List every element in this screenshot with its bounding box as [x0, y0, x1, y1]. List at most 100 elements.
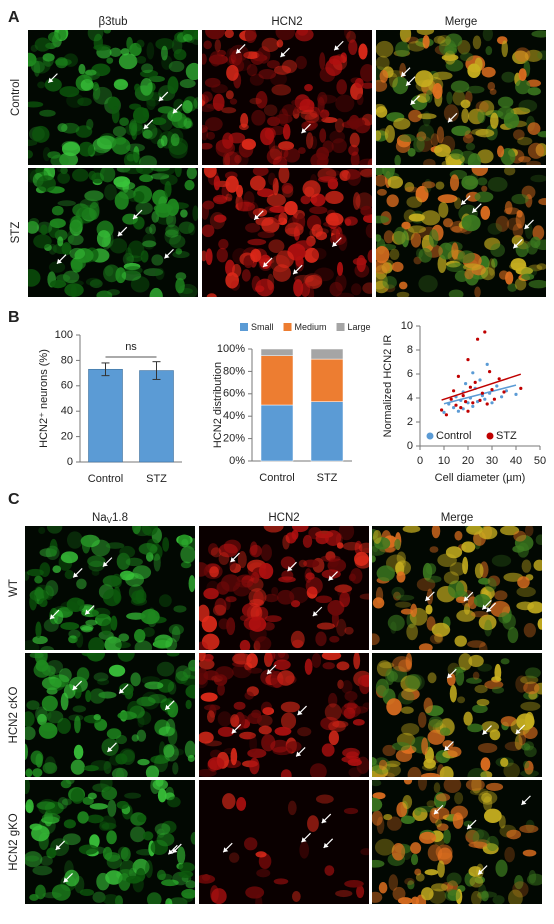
- cell: [344, 690, 358, 702]
- cell: [241, 575, 254, 588]
- column-header: β3tub: [99, 16, 128, 28]
- cell: [521, 743, 531, 751]
- cell: [360, 205, 372, 216]
- cell: [476, 177, 488, 186]
- cell: [280, 701, 300, 713]
- cell: [32, 768, 43, 777]
- cell: [372, 810, 383, 826]
- arrow-head: [158, 96, 164, 102]
- cell: [115, 267, 127, 284]
- cell: [305, 132, 314, 149]
- cell: [137, 716, 145, 728]
- cell: [134, 83, 141, 92]
- cell: [418, 248, 433, 263]
- cell: [405, 673, 422, 690]
- cell: [395, 601, 412, 608]
- cell: [421, 764, 437, 771]
- point: [483, 330, 487, 334]
- cell: [161, 820, 177, 834]
- cell: [465, 142, 476, 151]
- cell: [372, 859, 385, 868]
- cell: [337, 679, 344, 690]
- cell: [376, 816, 385, 835]
- cell: [418, 643, 433, 650]
- cell: [63, 819, 76, 829]
- cell: [167, 700, 179, 718]
- cell: [321, 743, 335, 757]
- cell: [152, 189, 168, 206]
- point: [442, 410, 446, 414]
- cell: [99, 815, 116, 831]
- cell: [475, 128, 495, 138]
- cell: [146, 892, 162, 904]
- cell: [57, 796, 69, 810]
- cell: [156, 869, 166, 881]
- cell: [295, 55, 307, 70]
- cell: [537, 618, 542, 630]
- cell: [112, 126, 127, 137]
- cell: [286, 741, 302, 752]
- point: [476, 400, 480, 404]
- cell: [319, 52, 326, 70]
- cell: [510, 107, 531, 115]
- cell: [277, 670, 295, 686]
- cell: [344, 218, 352, 227]
- cell: [298, 559, 308, 568]
- cell: [87, 149, 105, 156]
- cell: [341, 680, 353, 694]
- cell: [221, 107, 237, 114]
- cell: [480, 770, 493, 777]
- cell: [474, 876, 486, 884]
- cell: [376, 79, 388, 92]
- cell: [181, 538, 189, 548]
- cell: [365, 223, 372, 239]
- cell: [45, 678, 65, 692]
- cell: [39, 109, 56, 117]
- trend-line: [443, 384, 517, 405]
- cell: [178, 534, 191, 548]
- cell: [87, 30, 104, 42]
- cell: [397, 897, 413, 904]
- cell: [511, 235, 524, 246]
- cell: [455, 888, 463, 904]
- arrow-head: [107, 746, 113, 752]
- cell: [304, 247, 320, 263]
- cell: [361, 674, 369, 688]
- cell: [449, 174, 460, 191]
- cell: [264, 737, 271, 746]
- cell: [520, 769, 539, 777]
- cell: [109, 754, 122, 766]
- cell: [68, 714, 84, 721]
- cell: [115, 753, 128, 765]
- cell: [320, 716, 340, 731]
- cell: [495, 859, 508, 877]
- cell: [515, 675, 528, 693]
- cell: [255, 217, 274, 226]
- cell: [324, 530, 342, 546]
- cell: [398, 659, 412, 673]
- y-tick-label: 0: [407, 440, 413, 452]
- cell: [218, 543, 238, 558]
- cell: [362, 282, 372, 294]
- cell: [247, 667, 263, 674]
- cell: [60, 622, 80, 631]
- cell: [391, 586, 405, 599]
- cell: [106, 830, 117, 845]
- cell: [224, 151, 240, 165]
- cell: [25, 768, 33, 777]
- cell: [329, 130, 346, 144]
- cell: [269, 145, 283, 161]
- cell: [173, 605, 187, 613]
- cell: [140, 609, 160, 625]
- arrow-head: [72, 685, 78, 691]
- cell: [50, 279, 67, 289]
- cell: [352, 257, 368, 266]
- cell: [249, 598, 265, 607]
- cell: [439, 766, 454, 777]
- cell: [407, 674, 425, 691]
- cell: [29, 593, 37, 611]
- cell: [35, 621, 42, 638]
- cell: [327, 600, 345, 616]
- micrograph: [199, 526, 369, 650]
- cell: [334, 118, 345, 133]
